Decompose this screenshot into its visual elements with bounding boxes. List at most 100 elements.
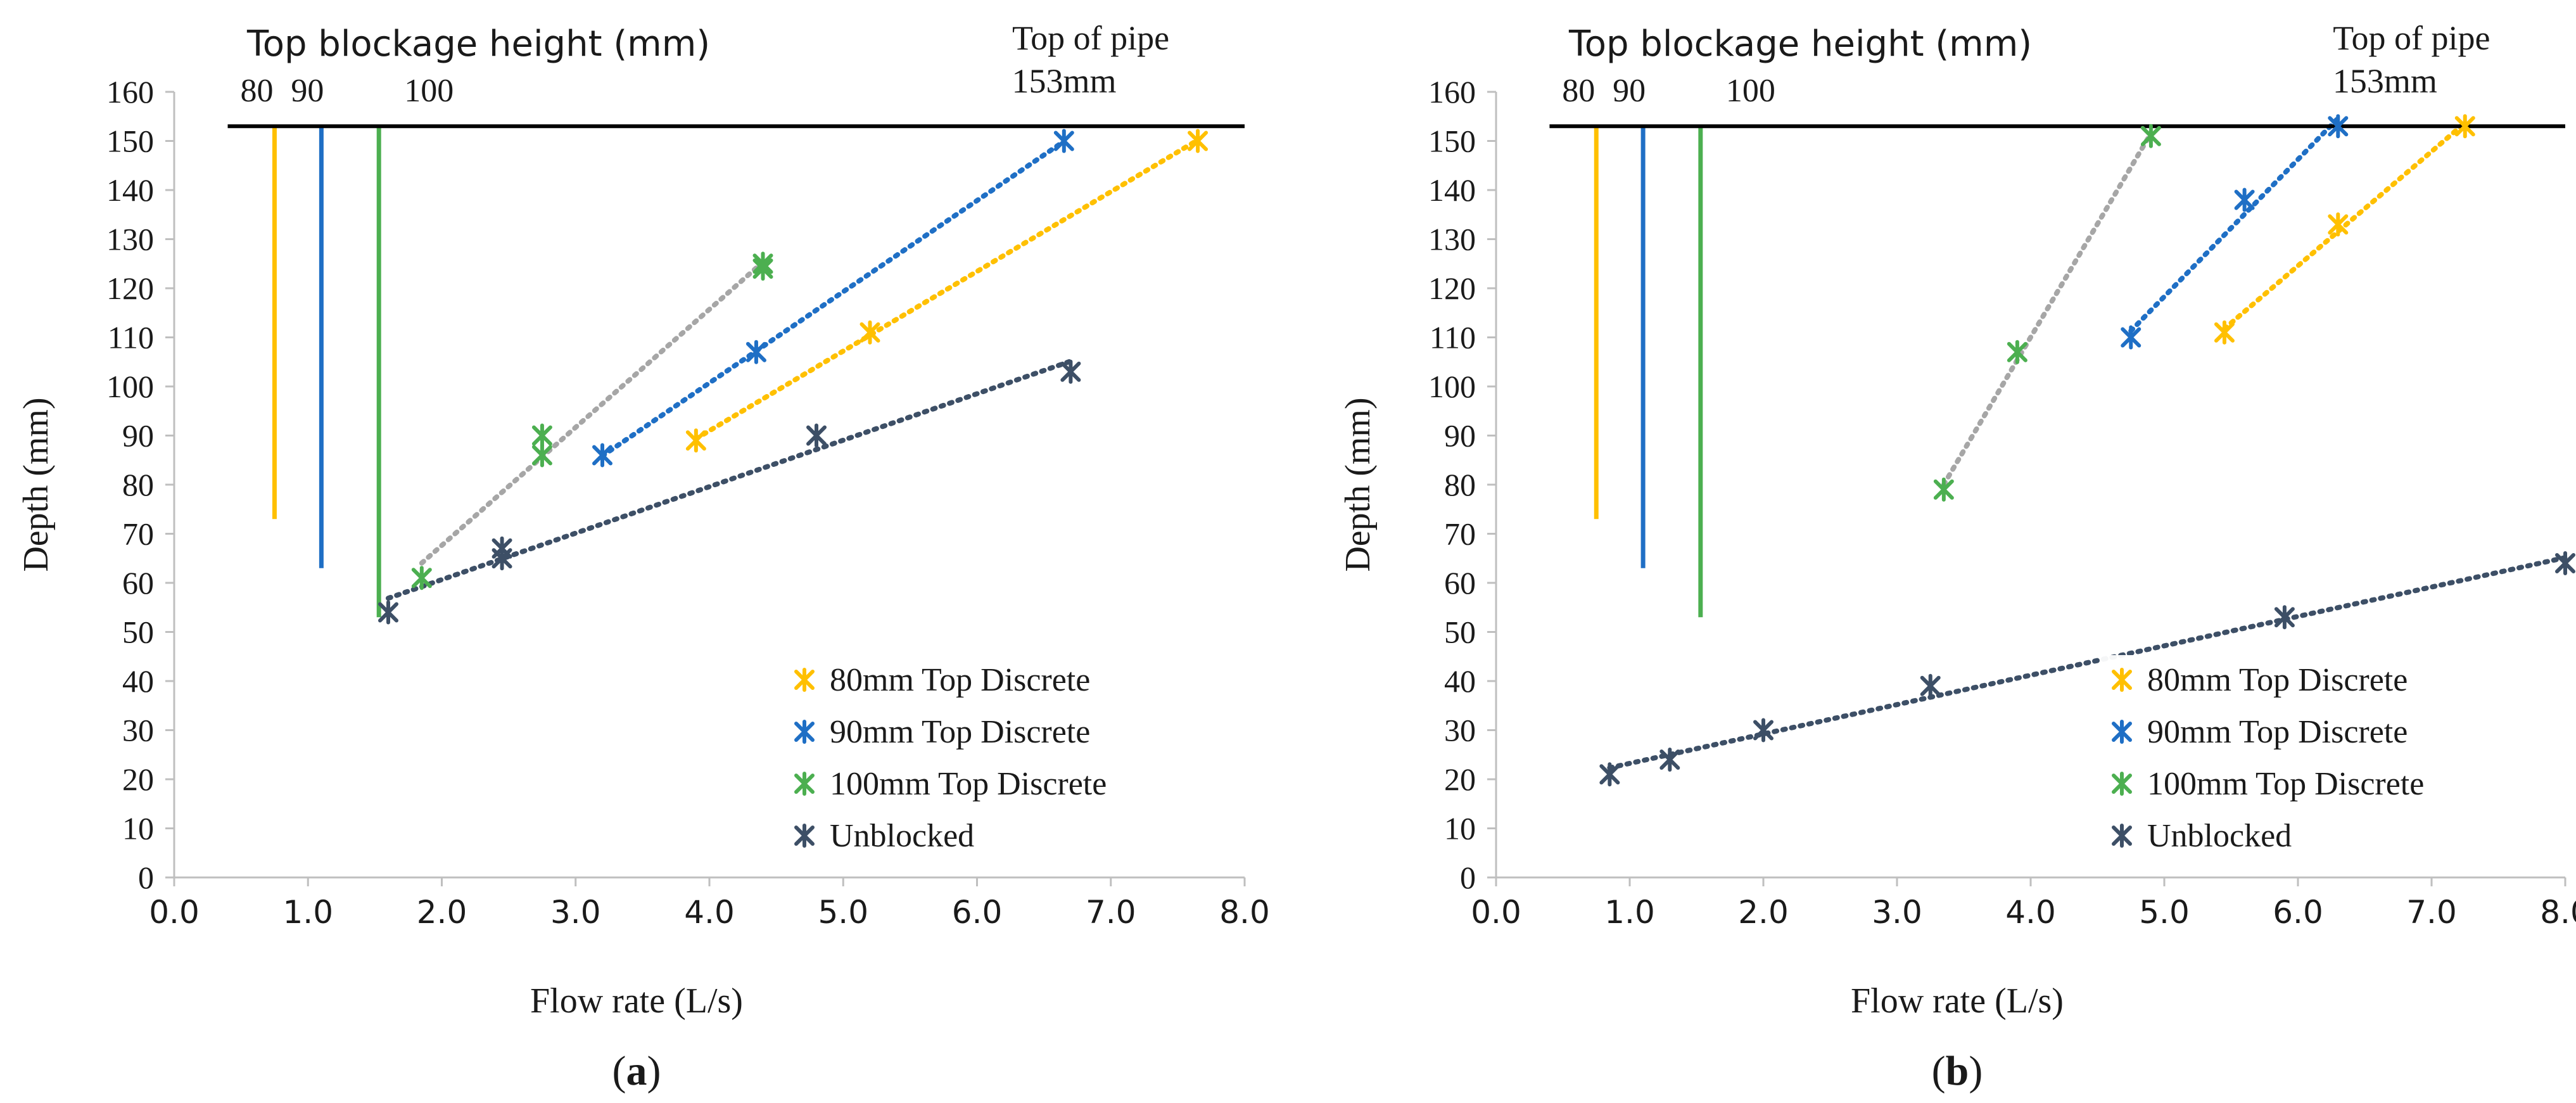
y-tick-label: 20: [122, 762, 154, 797]
y-tick-label: 50: [1444, 615, 1476, 650]
data-point-unblocked: [2555, 551, 2575, 575]
y-tick-label: 40: [122, 663, 154, 699]
blockage-label-90: 90: [1613, 73, 1646, 109]
y-tick-label: 140: [106, 172, 154, 208]
x-tick-label: 0.0: [1471, 894, 1521, 931]
y-tick-label: 110: [1430, 320, 1476, 355]
panel-label: (b): [1932, 1048, 1983, 1094]
y-tick-label: 10: [122, 811, 154, 846]
data-point-90mm-top-discrete: [2121, 325, 2141, 350]
legend-marker: [794, 668, 815, 692]
x-tick-label: 3.0: [1872, 894, 1922, 931]
x-tick-label: 1.0: [1604, 894, 1655, 931]
legend: 80mm Top Discrete 90mm Top Discrete 100mm …: [2100, 655, 2534, 870]
data-point-unblocked: [806, 423, 827, 448]
data-point-unblocked: [2274, 605, 2295, 630]
data-point-unblocked: [1920, 673, 1941, 698]
blockage-annotation-title: Top blockage height (mm): [1568, 23, 2032, 65]
x-tick-label: 7.0: [2406, 894, 2457, 931]
data-point-unblocked: [378, 600, 398, 625]
data-point-100mm-top-discrete: [2007, 340, 2027, 364]
pipe-annotation-line2: 153mm: [2333, 62, 2437, 100]
legend-entry-label: 80mm Top Discrete: [2147, 662, 2408, 698]
x-tick-label: 6.0: [952, 894, 1003, 931]
blockage-label-80: 80: [240, 73, 273, 109]
legend-background: [2100, 655, 2534, 870]
data-point-90mm-top-discrete: [2234, 188, 2255, 212]
blockage-label-100: 100: [1726, 73, 1775, 109]
legend-marker: [794, 772, 815, 796]
y-tick-label: 10: [1444, 811, 1476, 846]
data-point-100mm-top-discrete: [752, 257, 773, 281]
data-point-unblocked: [1753, 718, 1773, 743]
data-point-80mm-top-discrete: [2454, 114, 2475, 139]
y-tick-label: 150: [1428, 124, 1476, 159]
legend-entry-label: 100mm Top Discrete: [830, 766, 1107, 802]
data-point-unblocked: [1060, 359, 1081, 384]
data-point-100mm-top-discrete: [1933, 477, 1954, 502]
legend-marker: [794, 720, 815, 744]
data-point-100mm-top-discrete: [411, 566, 432, 590]
data-point-100mm-top-discrete: [531, 443, 552, 468]
data-point-unblocked: [1599, 762, 1620, 787]
x-tick-label: 3.0: [550, 894, 601, 931]
y-tick-label: 60: [122, 565, 154, 601]
x-tick-label: 6.0: [2273, 894, 2323, 931]
pipe-annotation-line1: Top of pipe: [2333, 19, 2490, 57]
x-tick-label: 7.0: [1086, 894, 1136, 931]
legend-marker: [2112, 824, 2132, 848]
legend-background: [782, 655, 1216, 870]
y-tick-label: 30: [1444, 713, 1476, 748]
y-tick-label: 100: [106, 369, 154, 404]
y-tick-label: 110: [108, 320, 154, 355]
pipe-annotation-line2: 153mm: [1012, 62, 1117, 100]
legend-entry-label: Unblocked: [830, 818, 974, 854]
legend: 80mm Top Discrete 90mm Top Discrete 100mm …: [782, 655, 1216, 870]
legend-marker: [794, 824, 815, 848]
y-tick-label: 160: [1428, 74, 1476, 110]
x-tick-label: 1.0: [282, 894, 333, 931]
y-axis-title: Depth (mm): [1338, 397, 1378, 571]
chart-panel-b: 0 10 20 30 40 50 60 70 80 90 100 110 120 130 140 150 160…: [1338, 19, 2576, 1094]
blockage-annotation-title: Top blockage height (mm): [246, 23, 710, 65]
trendline-80mm-top-discrete: [693, 137, 1201, 442]
y-tick-label: 150: [106, 124, 154, 159]
blockage-label-80: 80: [1562, 73, 1595, 109]
y-tick-label: 140: [1428, 172, 1476, 208]
y-tick-label: 100: [1428, 369, 1476, 404]
x-tick-label: 5.0: [818, 894, 868, 931]
trendline-100mm-top-discrete: [1941, 131, 2154, 487]
x-tick-label: 8.0: [2540, 894, 2576, 931]
y-tick-label: 70: [1444, 516, 1476, 552]
y-tick-label: 80: [122, 467, 154, 502]
y-tick-label: 20: [1444, 762, 1476, 797]
y-tick-label: 160: [106, 74, 154, 110]
y-tick-label: 120: [106, 271, 154, 306]
y-tick-label: 0: [138, 860, 154, 895]
data-point-100mm-top-discrete: [2140, 124, 2161, 148]
data-point-90mm-top-discrete: [2328, 114, 2349, 139]
x-tick-label: 2.0: [417, 894, 467, 931]
blockage-label-100: 100: [404, 73, 454, 109]
y-tick-label: 90: [1444, 418, 1476, 454]
data-point-unblocked: [1659, 748, 1680, 772]
y-tick-label: 50: [122, 615, 154, 650]
x-tick-label: 4.0: [2005, 894, 2056, 931]
y-tick-label: 60: [1444, 565, 1476, 601]
y-tick-label: 70: [122, 516, 154, 552]
trendline-unblocked: [1607, 555, 2568, 770]
y-axis-title: Depth (mm): [16, 397, 56, 571]
legend-entry-label: 90mm Top Discrete: [2147, 714, 2408, 750]
x-tick-label: 4.0: [684, 894, 735, 931]
data-point-90mm-top-discrete: [746, 340, 766, 364]
x-tick-label: 2.0: [1738, 894, 1789, 931]
data-point-80mm-top-discrete: [1188, 129, 1209, 153]
data-point-unblocked: [492, 536, 512, 561]
y-tick-label: 80: [1444, 467, 1476, 502]
y-tick-label: 120: [1428, 271, 1476, 306]
data-point-90mm-top-discrete: [592, 443, 612, 468]
data-point-80mm-top-discrete: [2214, 320, 2235, 345]
y-tick-label: 130: [106, 222, 154, 257]
legend-entry-label: Unblocked: [2147, 818, 2292, 854]
